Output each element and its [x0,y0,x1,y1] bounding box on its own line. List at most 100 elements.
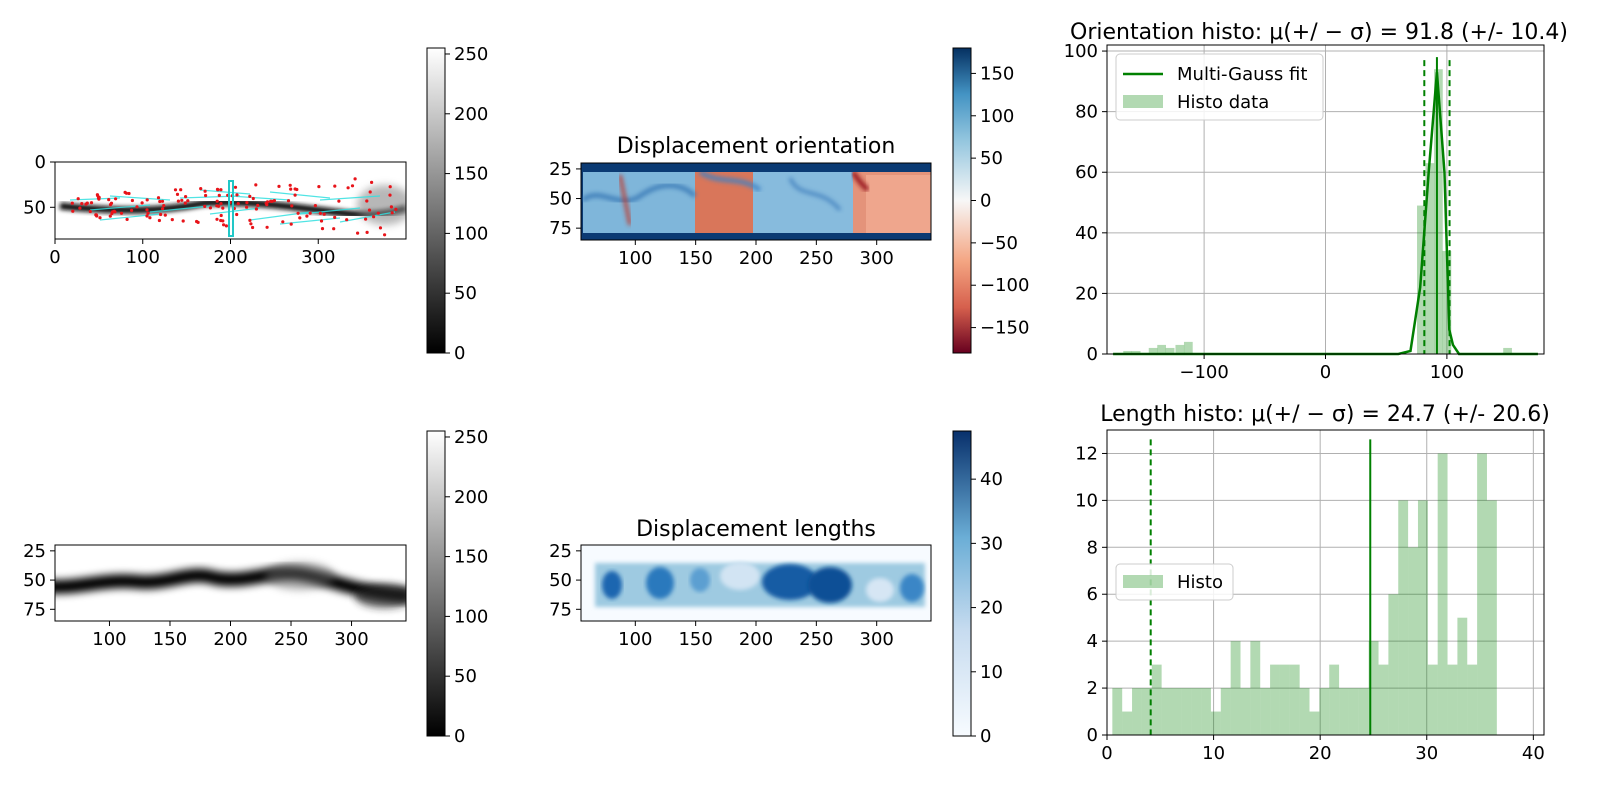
panel-d-image [55,562,406,608]
histogram-bar [1220,688,1231,735]
red-point [71,209,75,213]
histogram-bar [1191,688,1202,735]
histogram-bar [1299,688,1310,735]
histogram-bar [1348,688,1359,735]
red-point [388,185,392,189]
red-point [333,184,337,188]
histogram-bar [1157,344,1166,354]
colorbar-tick-label: 250 [454,44,488,65]
histogram-bar [1270,664,1280,735]
red-point [109,201,114,205]
x-tick-label: 20 [1309,743,1332,764]
red-point [219,188,223,192]
red-point [383,233,387,237]
red-point [163,213,167,217]
red-point [203,204,207,208]
histogram-bar [1425,163,1435,354]
histogram-bar [1467,664,1478,735]
red-point [217,193,221,197]
panel-d: 100 150 200 250 300 25 50 75 0 50 100 150 200 250 [23,427,488,747]
red-point [119,211,124,215]
red-point [186,199,190,203]
colorbar-tick-label: 0 [980,726,991,747]
histogram-bar [1183,341,1193,354]
red-point [320,227,325,231]
red-point [125,217,129,221]
panel-e-colorbar [952,430,972,737]
x-tick-label: 150 [153,629,187,650]
red-point [394,207,398,211]
x-tick-label: 200 [213,629,247,650]
red-point [265,225,269,229]
colorbar-tick-label: −150 [980,318,1029,339]
red-point [97,195,101,200]
colorbar-tick-label: 100 [454,223,488,244]
red-point [179,188,183,192]
histogram-bar [1408,547,1418,735]
histogram-bar [1486,500,1497,735]
red-point [378,226,383,230]
red-point [135,205,139,209]
histogram-bar [1161,688,1172,735]
histogram-bar [1457,617,1468,735]
red-point [148,216,152,220]
red-point [251,225,255,230]
y-tick-label: 75 [23,599,46,620]
red-point [170,218,174,222]
y-tick-label: 50 [549,189,572,210]
colorbar-tick-label: 50 [980,148,1003,169]
histogram-bar [1378,664,1389,735]
x-tick-label: 250 [799,248,833,269]
displacement-vectors [69,189,396,225]
red-point [345,218,349,222]
gray-blob [357,185,406,225]
red-point [219,218,223,223]
x-tick-label: 100 [126,247,160,268]
x-tick-label: 300 [860,248,894,269]
red-point [161,207,165,211]
panel-b-axes: 100 150 200 250 300 25 50 75 [549,159,894,269]
legend-histo-label: Histo [1177,572,1223,593]
histogram-bar [1151,664,1162,735]
red-point [175,192,180,196]
panel-f: Length histo: μ(+/ − σ) = 24.7 (+/- 20.6… [1075,402,1550,764]
histogram-bar [1122,711,1133,735]
red-point [88,209,92,214]
red-point [308,211,312,215]
panel-e-heatmap [595,562,925,607]
red-point [195,219,199,224]
panel-c-legend: Multi-Gauss fit Histo data [1115,53,1324,121]
x-tick-label: 200 [213,247,247,268]
red-point [181,219,185,223]
red-point [184,195,188,199]
red-point [224,224,228,228]
red-point [216,188,220,192]
red-point [80,202,84,206]
histogram-bar [1319,688,1330,735]
histogram-bar [1112,688,1123,735]
colorbar-tick-label: 150 [980,63,1014,84]
colorbar-tick-label: 150 [454,164,488,185]
panel-e: Displacement lengths 100 150 200 250 3002550… [549,430,1003,747]
red-point [346,186,350,190]
red-point [146,211,150,215]
red-point [130,208,134,212]
red-point [248,194,252,198]
x-tick-label: 40 [1522,743,1545,764]
colorbar-tick-label: 0 [980,191,991,212]
red-point [156,196,161,200]
red-point [76,197,80,201]
y-tick-label: 40 [1075,223,1098,244]
panel-d-colorbar-ticks: 0 50 100 150 200 250 [445,427,488,747]
histogram-bar [1477,453,1487,735]
legend-histo-swatch [1123,95,1163,108]
colorbar-tick-label: −50 [980,233,1018,254]
red-point [208,206,212,210]
y-tick-label: 75 [549,599,572,620]
panel-f-frame [1106,429,1545,736]
histogram-bar [1132,688,1142,735]
red-point [305,214,309,218]
red-point [160,199,165,203]
histogram-bar [1437,453,1448,735]
